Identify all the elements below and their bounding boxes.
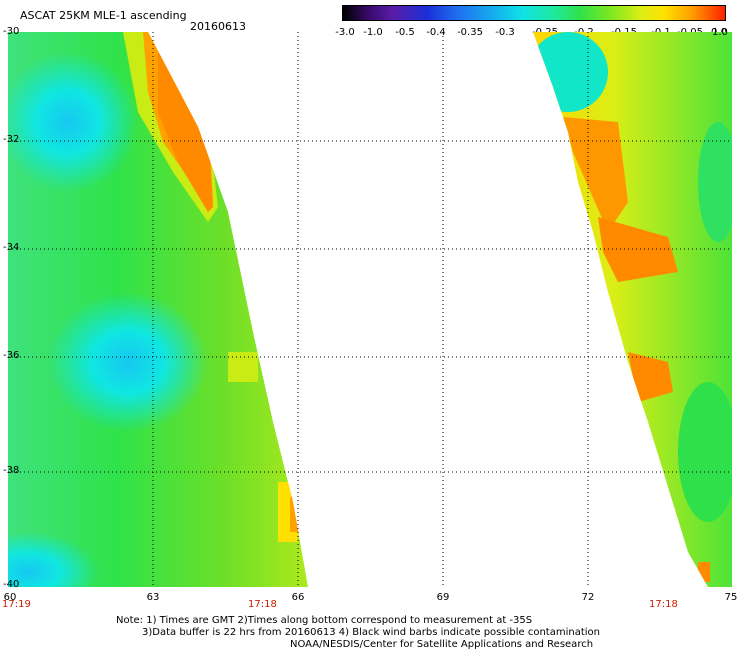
footer-note-line2: 3)Data buffer is 22 hrs from 20160613 4)…: [142, 627, 600, 638]
lat-lon-grid: [8, 32, 732, 587]
colorbar: [342, 5, 726, 21]
colorbar-label: -0.35: [457, 27, 483, 38]
map-title: ASCAT 25KM MLE-1 ascending: [20, 9, 187, 22]
lat-label: -36: [3, 350, 20, 361]
lon-label: 72: [581, 592, 595, 603]
map-date: 20160613: [190, 20, 246, 33]
lat-label: -38: [3, 465, 20, 476]
colorbar-label: -0.3: [495, 27, 515, 38]
right-swath: [533, 32, 732, 587]
lon-label: 66: [291, 592, 305, 603]
lon-label: 75: [724, 592, 738, 603]
footer-note-line1: Note: 1) Times are GMT 2)Times along bot…: [116, 615, 533, 626]
colorbar-label: 1.0: [712, 27, 728, 38]
lon-label: 63: [146, 592, 160, 603]
left-swath: [8, 32, 308, 587]
colorbar-label: -1.0: [363, 27, 383, 38]
lat-label: -32: [3, 134, 20, 145]
time-label: 17:18: [649, 599, 678, 610]
colorbar-label: -0.4: [426, 27, 446, 38]
time-label: 17:19: [2, 599, 31, 610]
lat-label: -34: [3, 242, 20, 253]
colorbar-label: -3.0: [335, 27, 355, 38]
wind-swath-map: [8, 32, 732, 587]
footer-credit: NOAA/NESDIS/Center for Satellite Applica…: [290, 639, 594, 650]
lat-label: -30: [3, 26, 20, 37]
lon-label: 60: [3, 592, 17, 603]
time-label: 17:18: [248, 599, 277, 610]
colorbar-label: -0.5: [395, 27, 415, 38]
lon-label: 69: [436, 592, 450, 603]
lat-label: -40: [3, 579, 20, 590]
